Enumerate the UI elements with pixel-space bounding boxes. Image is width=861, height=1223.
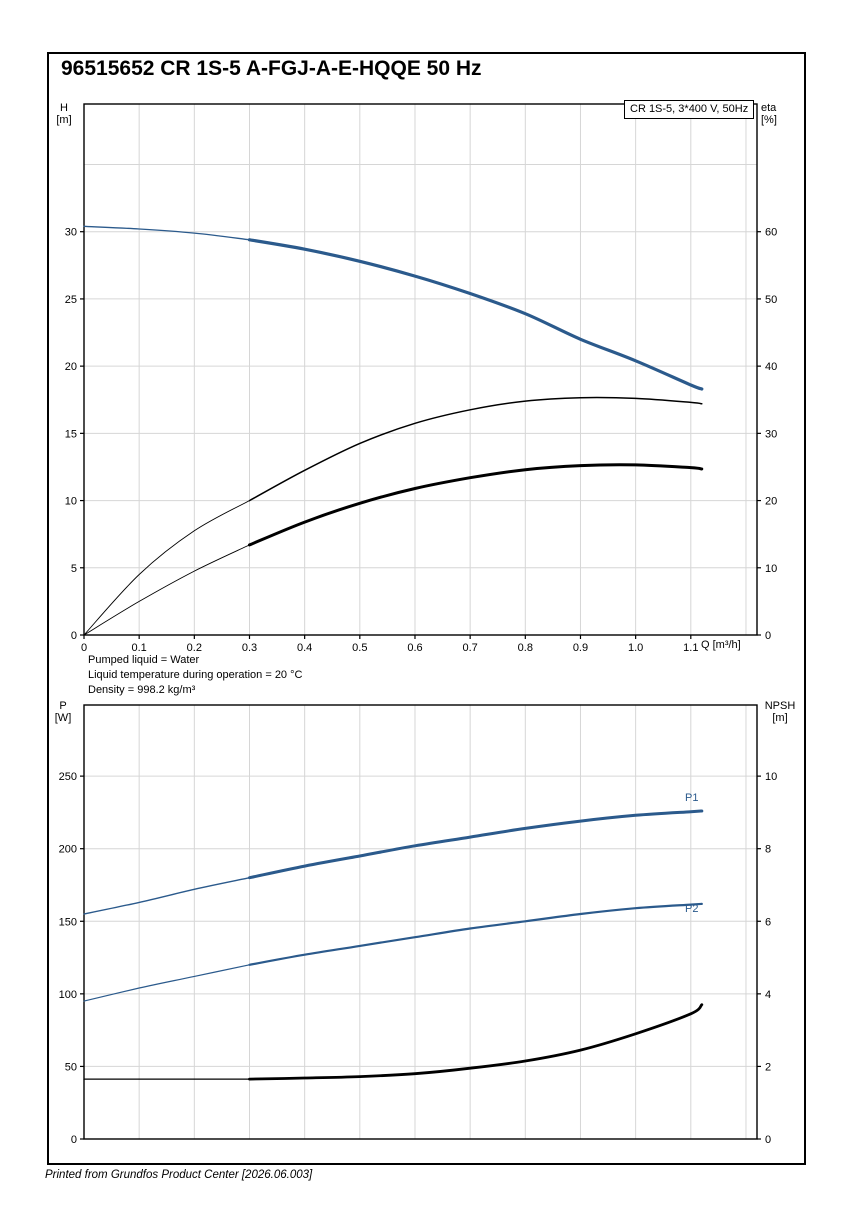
footer-note: Printed from Grundfos Product Center [20…	[45, 1169, 313, 1181]
tick-label-bottom: 0.4	[297, 642, 312, 654]
p1-curve-label: P1	[685, 792, 699, 804]
tick-label-left: 25	[65, 294, 77, 306]
head-efficiency-chart: 0 5 10 15 20 25 30 0 10 20 30 40 50 60 0 0.1 0.2 0.3 0.4 0.…	[65, 103, 777, 654]
plot-frame	[83, 704, 758, 1140]
tick-label-right: 0	[765, 1134, 771, 1146]
tick-label-left: 10	[65, 496, 77, 508]
tick-label-bottom: 0.1	[132, 642, 147, 654]
tick-label-left: 50	[65, 1061, 77, 1073]
tick-label-left: 150	[59, 916, 77, 928]
tick-label-right: 8	[765, 844, 771, 856]
tick-label-right: 40	[765, 361, 777, 373]
operating-conditions: Pumped liquid = Water Liquid temperature…	[88, 653, 302, 698]
tick-label-left: 0	[71, 630, 77, 642]
tick-label-right: 6	[765, 916, 771, 928]
tick-label-left: 200	[59, 844, 77, 856]
tick-label-left: 250	[59, 771, 77, 783]
tick-label-right: 20	[765, 496, 777, 508]
tick-label-left: 100	[59, 989, 77, 1001]
q-axis-label: Q [m³/h]	[701, 639, 741, 651]
power-shaft-p2-thin	[83, 964, 251, 1002]
npsh-axis-label: NPSH [m]	[764, 700, 796, 724]
tick-label-bottom: 0.8	[518, 642, 533, 654]
tick-label-bottom: 0.7	[462, 642, 477, 654]
efficiency-pump	[248, 396, 703, 502]
tick-label-right: 50	[765, 294, 777, 306]
legend-box: CR 1S-5, 3*400 V, 50Hz	[624, 100, 755, 119]
efficiency-pump-thin	[83, 500, 250, 636]
tick-label-right: 30	[765, 428, 777, 440]
page-title: 96515652 CR 1S-5 A-FGJ-A-E-HQQE 50 Hz	[61, 57, 482, 80]
tick-label-left: 5	[71, 563, 77, 575]
condition-liquid-temperature: Liquid temperature during operation = 20…	[88, 669, 303, 681]
tick-label-right: 0	[765, 630, 771, 642]
p2-curve-label: P2	[685, 903, 699, 915]
p-axis-label: P [W]	[54, 700, 72, 724]
power-input-p1-thin	[83, 877, 251, 915]
efficiency-pump-motor	[248, 463, 704, 547]
tick-label-bottom: 0.6	[407, 642, 422, 654]
tick-label-right: 60	[765, 227, 777, 239]
condition-density: Density = 998.2 kg/m³	[88, 684, 196, 696]
power-input-p1	[248, 809, 704, 880]
tick-label-left: 0	[71, 1134, 77, 1146]
head-curve-thin	[83, 225, 251, 241]
page-border	[47, 52, 806, 1165]
condition-pumped-liquid: Pumped liquid = Water	[88, 654, 200, 666]
tick-label-right: 10	[765, 771, 777, 783]
plot-frame	[83, 103, 758, 636]
tick-label-bottom: 0.3	[242, 642, 257, 654]
tick-label-bottom: 1.1	[683, 642, 698, 654]
tick-label-left: 15	[65, 428, 77, 440]
tick-label-left: 20	[65, 361, 77, 373]
power-shaft-p2	[248, 902, 703, 966]
tick-label-bottom: 0.5	[352, 642, 367, 654]
h-axis-label: H [m]	[56, 102, 72, 126]
tick-label-bottom: 0.9	[573, 642, 588, 654]
tick-label-bottom: 0	[81, 642, 87, 654]
tick-label-bottom: 0.2	[187, 642, 202, 654]
npsh-curve	[248, 1003, 704, 1081]
efficiency-pump-motor-thin	[83, 544, 250, 636]
tick-label-right: 2	[765, 1061, 771, 1073]
tick-label-left: 30	[65, 227, 77, 239]
head-curve	[247, 238, 704, 391]
power-npsh-chart: 0 50 100 150 200 250 0 2 4 6 8 10	[59, 704, 777, 1146]
tick-label-right: 4	[765, 989, 771, 1001]
tick-label-right: 10	[765, 563, 777, 575]
eta-axis-label: eta [%]	[761, 102, 777, 126]
tick-label-bottom: 1.0	[628, 642, 643, 654]
